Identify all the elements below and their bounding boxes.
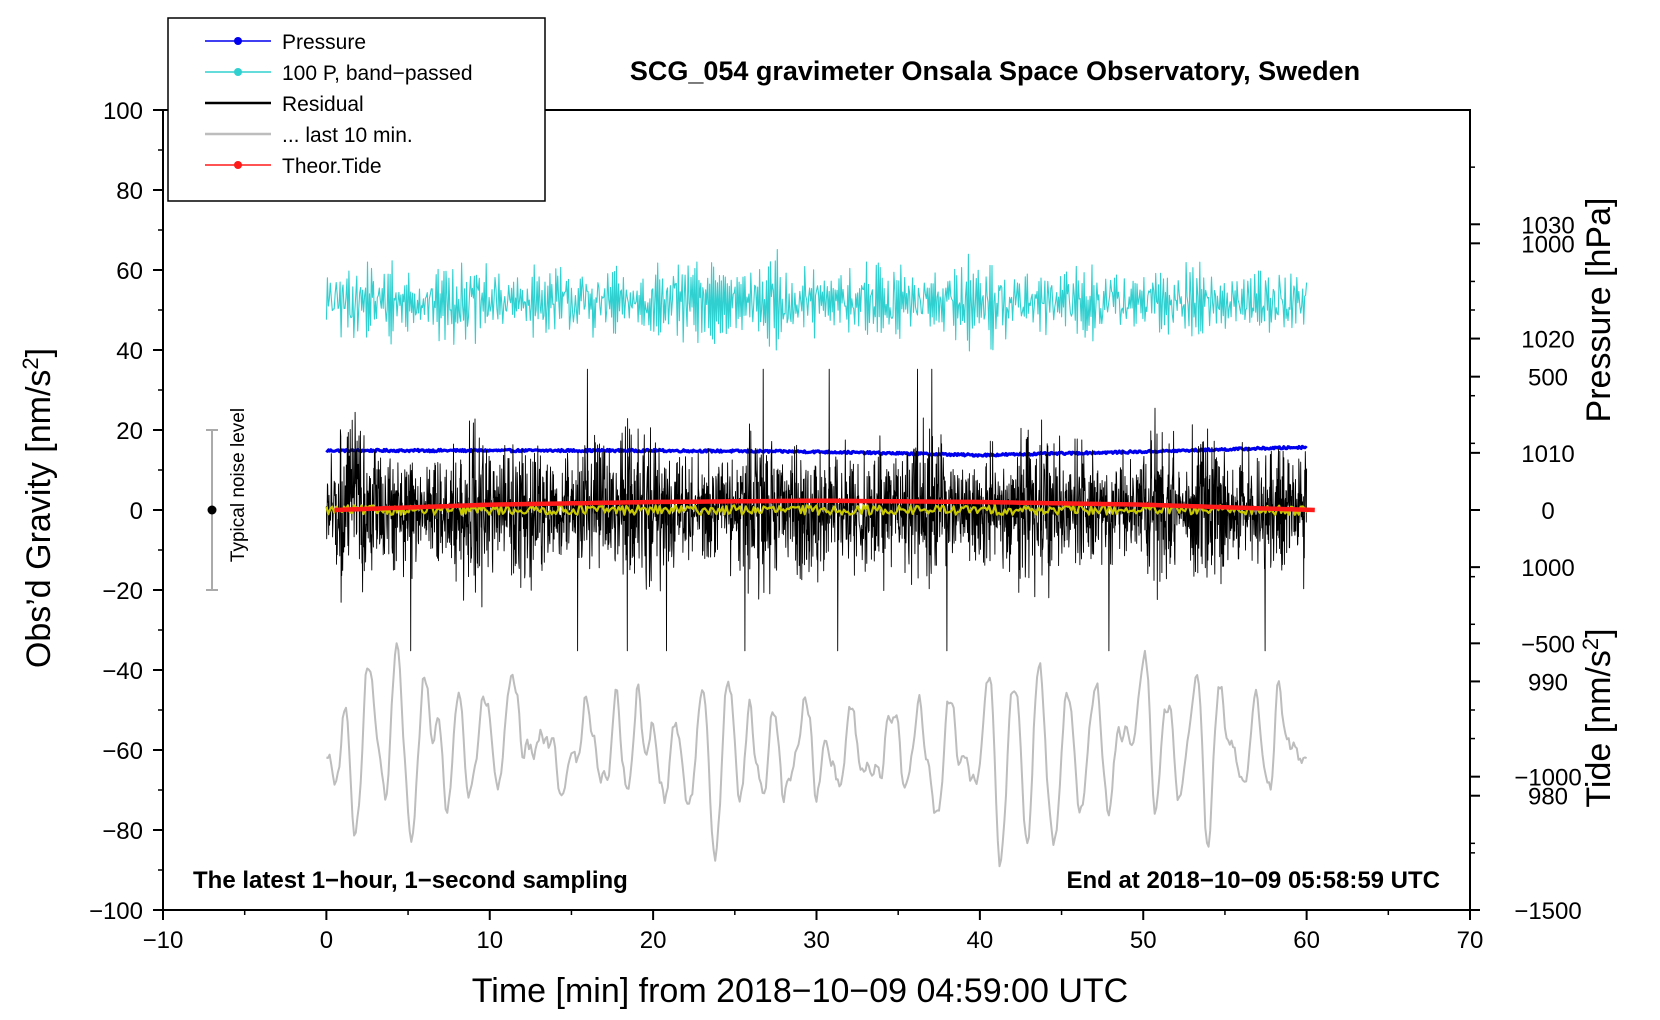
text-layer: SCG_054 gravimeter Onsala Space Observat… bbox=[18, 56, 1618, 1010]
tide-axis-title-text: Tide [nm/s bbox=[1580, 650, 1618, 807]
tide-tick-label: −1000 bbox=[1514, 765, 1581, 792]
y-tick-label: 20 bbox=[116, 418, 143, 445]
legend-label: Theor.Tide bbox=[282, 155, 382, 178]
series-100-p-band-passed-line bbox=[325, 248, 1308, 352]
tide-tick-label: −1500 bbox=[1514, 898, 1581, 925]
x-tick-label: 0 bbox=[320, 927, 333, 954]
pressure-tick-label: 1030 bbox=[1521, 212, 1574, 239]
y-axis-title-end: ] bbox=[20, 348, 58, 357]
tide-axis-title-superscript: 2 bbox=[1578, 638, 1603, 650]
series-pressure-line bbox=[325, 444, 1308, 458]
y-tick-label: 100 bbox=[103, 98, 143, 125]
tide-tick-label: −500 bbox=[1521, 631, 1575, 658]
y-axis-title-superscript: 2 bbox=[18, 357, 43, 369]
axes-layer: −10 0 10 20 30 40 50 60 70−100−80−60−40−20020406… bbox=[89, 98, 1582, 954]
y-tick-label: −60 bbox=[102, 738, 143, 765]
legend-label: 100 P, band−passed bbox=[282, 62, 473, 85]
tide-axis-title: Tide [nm/s2] bbox=[1578, 628, 1618, 807]
y-tick-label: −40 bbox=[102, 658, 143, 685]
x-tick-label: 60 bbox=[1293, 927, 1320, 954]
end-time-note: End at 2018−10−09 05:58:59 UTC bbox=[1066, 867, 1440, 894]
pressure-tick-label: 1020 bbox=[1521, 327, 1574, 354]
sampling-note: The latest 1−hour, 1−second sampling bbox=[193, 867, 628, 894]
pressure-tick-label: 1000 bbox=[1521, 555, 1574, 582]
x-tick-label: −10 bbox=[143, 927, 184, 954]
pressure-tick-label: 1010 bbox=[1521, 441, 1574, 468]
tide-tick-label: 500 bbox=[1528, 365, 1568, 392]
y-axis-title-text: Obs’d Gravity [nm/s bbox=[20, 370, 58, 669]
y-tick-label: 40 bbox=[116, 338, 143, 365]
legend-swatch-marker bbox=[234, 37, 242, 45]
legend: Pressure 100 P, band−passed Residual ... la… bbox=[167, 17, 546, 202]
series-theor-tide-line bbox=[334, 498, 1315, 513]
legend-label: ... last 10 min. bbox=[282, 124, 413, 147]
tide-tick-label: 1000 bbox=[1521, 231, 1574, 258]
y-tick-label: −80 bbox=[102, 818, 143, 845]
y-tick-label: 80 bbox=[116, 178, 143, 205]
x-tick-label: 10 bbox=[476, 927, 503, 954]
pressure-tick-label: 990 bbox=[1528, 669, 1568, 696]
x-axis-title: Time [min] from 2018−10−09 04:59:00 UTC bbox=[472, 972, 1128, 1010]
x-tick-label: 70 bbox=[1457, 927, 1484, 954]
x-tick-label: 30 bbox=[803, 927, 830, 954]
y-tick-label: 0 bbox=[130, 498, 143, 525]
noise-level-label: Typical noise level bbox=[228, 408, 249, 562]
chart-title: SCG_054 gravimeter Onsala Space Observat… bbox=[630, 56, 1360, 86]
series-residual-smoothed-line bbox=[325, 504, 1308, 516]
x-tick-label: 20 bbox=[640, 927, 667, 954]
noise-bar-center-dot bbox=[207, 505, 217, 515]
tide-tick-label: 0 bbox=[1541, 498, 1554, 525]
legend-label: Pressure bbox=[282, 31, 366, 54]
legend-label: Residual bbox=[282, 93, 364, 116]
series-last-10-min-line bbox=[326, 642, 1308, 868]
x-tick-label: 40 bbox=[967, 927, 994, 954]
y-axis-title: Obs’d Gravity [nm/s2] bbox=[18, 348, 58, 668]
tide-axis-title-end: ] bbox=[1580, 628, 1618, 637]
legend-swatch-marker bbox=[234, 161, 242, 169]
data-layer bbox=[206, 248, 1315, 868]
pressure-tick-label: 980 bbox=[1528, 784, 1568, 811]
pressure-axis-title: Pressure [hPa] bbox=[1580, 198, 1618, 423]
y-tick-label: −100 bbox=[89, 898, 143, 925]
x-tick-label: 50 bbox=[1130, 927, 1157, 954]
y-tick-label: 60 bbox=[116, 258, 143, 285]
y-tick-label: −20 bbox=[102, 578, 143, 605]
legend-swatch-marker bbox=[234, 68, 242, 76]
legend-box bbox=[167, 17, 546, 202]
